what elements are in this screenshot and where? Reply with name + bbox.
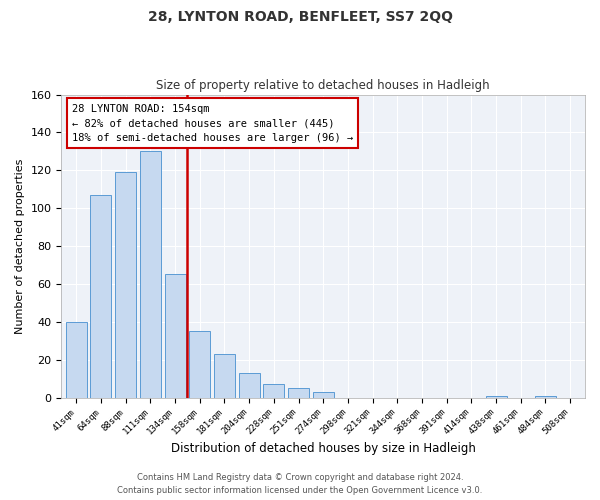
Bar [91, 195, 112, 398]
Bar [115, 172, 136, 398]
Text: 28 LYNTON ROAD: 154sqm
← 82% of detached houses are smaller (445)
18% of semi-de: 28 LYNTON ROAD: 154sqm ← 82% of detached… [72, 104, 353, 143]
Bar [485, 396, 506, 398]
Bar [313, 392, 334, 398]
Bar [164, 274, 185, 398]
Bar [214, 354, 235, 398]
Bar [189, 332, 210, 398]
Bar [66, 322, 87, 398]
Text: Contains HM Land Registry data © Crown copyright and database right 2024.
Contai: Contains HM Land Registry data © Crown c… [118, 474, 482, 495]
Title: Size of property relative to detached houses in Hadleigh: Size of property relative to detached ho… [157, 79, 490, 92]
Bar [288, 388, 309, 398]
X-axis label: Distribution of detached houses by size in Hadleigh: Distribution of detached houses by size … [171, 442, 476, 455]
Y-axis label: Number of detached properties: Number of detached properties [15, 158, 25, 334]
Bar [239, 373, 260, 398]
Bar [140, 152, 161, 398]
Text: 28, LYNTON ROAD, BENFLEET, SS7 2QQ: 28, LYNTON ROAD, BENFLEET, SS7 2QQ [148, 10, 452, 24]
Bar [263, 384, 284, 398]
Bar [535, 396, 556, 398]
